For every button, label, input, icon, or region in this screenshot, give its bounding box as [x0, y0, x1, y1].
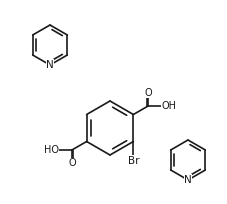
- Text: OH: OH: [160, 101, 175, 111]
- Text: O: O: [144, 88, 151, 98]
- Text: N: N: [183, 175, 191, 185]
- Text: O: O: [68, 158, 75, 168]
- Text: N: N: [46, 60, 54, 70]
- Text: Br: Br: [127, 155, 138, 165]
- Text: HO: HO: [44, 145, 59, 155]
